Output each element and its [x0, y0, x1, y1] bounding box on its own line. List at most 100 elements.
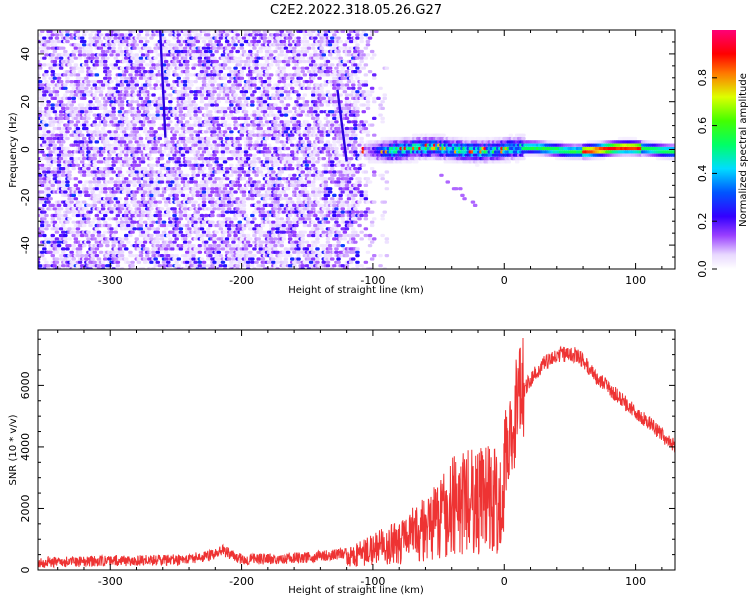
- heatmap-cell: [44, 213, 49, 218]
- heatmap-cell: [285, 63, 291, 67]
- heatmap-cell: [292, 59, 297, 64]
- heatmap-cell: [48, 136, 53, 141]
- heatmap-cell: [84, 90, 89, 94]
- heatmap-cell: [103, 70, 108, 74]
- heatmap-cell: [94, 63, 100, 67]
- heatmap-cell: [220, 143, 226, 147]
- heatmap-cell: [290, 33, 295, 37]
- heatmap-cell: [100, 56, 106, 60]
- heatmap-cell: [149, 237, 154, 241]
- heatmap-cell: [153, 173, 158, 177]
- heatmap-cell: [224, 190, 230, 194]
- heatmap-cell: [275, 230, 280, 234]
- heatmap-cell: [111, 46, 116, 50]
- heatmap-cell: [113, 160, 118, 164]
- heatmap-cell: [121, 73, 127, 77]
- heatmap-cell: [250, 130, 255, 134]
- heatmap-cell: [92, 93, 97, 97]
- heatmap-cell: [172, 70, 177, 74]
- heatmap-cell: [65, 30, 70, 33]
- heatmap-cell: [168, 100, 173, 104]
- heatmap-cell: [77, 76, 83, 80]
- heatmap-cell: [235, 110, 240, 114]
- heatmap-cell: [279, 49, 284, 54]
- heatmap-cell: [63, 190, 68, 194]
- heatmap-cell: [157, 200, 163, 204]
- heatmap-cell: [292, 227, 297, 231]
- heatmap-cell: [292, 217, 297, 221]
- heatmap-cell: [210, 190, 215, 194]
- heatmap-cell: [82, 217, 87, 221]
- heatmap-cell: [285, 217, 291, 221]
- heatmap-cell: [130, 170, 135, 174]
- heatmap-cell: [46, 200, 51, 204]
- heatmap-cell: [266, 213, 272, 218]
- heatmap-cell: [130, 223, 135, 228]
- heatmap-cell: [271, 86, 276, 90]
- heatmap-cell: [245, 56, 251, 60]
- heatmap-cell: [239, 76, 245, 80]
- heatmap-cell: [67, 173, 72, 177]
- heatmap-cell: [264, 160, 270, 164]
- heatmap-cell: [38, 170, 41, 174]
- heatmap-cell: [79, 150, 85, 154]
- heatmap-cell: [138, 223, 144, 228]
- heatmap-cell: [63, 187, 68, 191]
- heatmap-cell: [227, 200, 232, 204]
- heatmap-cell: [88, 180, 93, 184]
- heatmap-cell: [224, 113, 230, 117]
- heatmap-cell: [277, 150, 282, 154]
- heatmap-cell: [138, 126, 144, 131]
- heatmap-cell: [130, 53, 135, 57]
- heatmap-cell: [212, 106, 217, 110]
- heatmap-cell: [212, 237, 217, 241]
- heatmap-cell: [287, 213, 293, 218]
- heatmap-cell: [172, 173, 177, 177]
- heatmap-cell: [142, 126, 148, 131]
- heatmap-cell: [163, 46, 169, 50]
- heatmap-cell: [248, 73, 253, 77]
- heatmap-cell: [180, 180, 186, 184]
- heatmap-cell: [203, 146, 209, 151]
- heatmap-cell: [229, 220, 234, 224]
- heatmap-cell: [52, 30, 58, 33]
- heatmap-cell: [138, 49, 144, 54]
- heatmap-cell: [100, 264, 106, 268]
- heatmap-cell: [296, 170, 301, 174]
- heatmap-cell: [250, 197, 255, 201]
- heatmap-cell: [75, 230, 81, 234]
- heatmap-cell: [264, 193, 270, 197]
- heatmap-cell: [182, 207, 188, 211]
- heatmap-cell: [185, 157, 190, 161]
- heatmap-cell: [134, 70, 139, 74]
- heatmap-cell: [132, 123, 137, 127]
- heatmap-cell: [208, 254, 213, 258]
- heatmap-cell: [229, 70, 234, 74]
- heatmap-cell: [56, 126, 62, 131]
- heatmap-cell: [149, 180, 154, 184]
- heatmap-cell: [44, 190, 49, 194]
- heatmap-cell: [271, 173, 276, 177]
- heatmap-cell: [111, 244, 116, 248]
- heatmap-cell: [178, 36, 184, 40]
- heatmap-cell: [178, 63, 184, 67]
- heatmap-cell: [208, 193, 213, 197]
- heatmap-cell: [54, 257, 60, 261]
- heatmap-cell: [111, 170, 116, 174]
- heatmap-cell: [96, 193, 102, 197]
- heatmap-cell: [115, 187, 121, 191]
- heatmap-cell: [142, 167, 148, 171]
- heatmap-cell: [237, 136, 242, 141]
- heatmap-cell: [151, 63, 156, 67]
- heatmap-cell: [119, 207, 125, 211]
- heatmap-cell: [92, 160, 97, 164]
- heatmap-cell: [100, 86, 106, 90]
- heatmap-cell: [281, 237, 287, 241]
- heatmap-cell: [222, 264, 228, 268]
- heatmap-cell: [206, 160, 211, 164]
- heatmap-cell: [69, 103, 74, 107]
- heatmap-cell: [61, 106, 66, 110]
- heatmap-cell: [279, 53, 284, 57]
- heatmap-cell: [269, 110, 274, 114]
- heatmap-cell: [258, 143, 263, 147]
